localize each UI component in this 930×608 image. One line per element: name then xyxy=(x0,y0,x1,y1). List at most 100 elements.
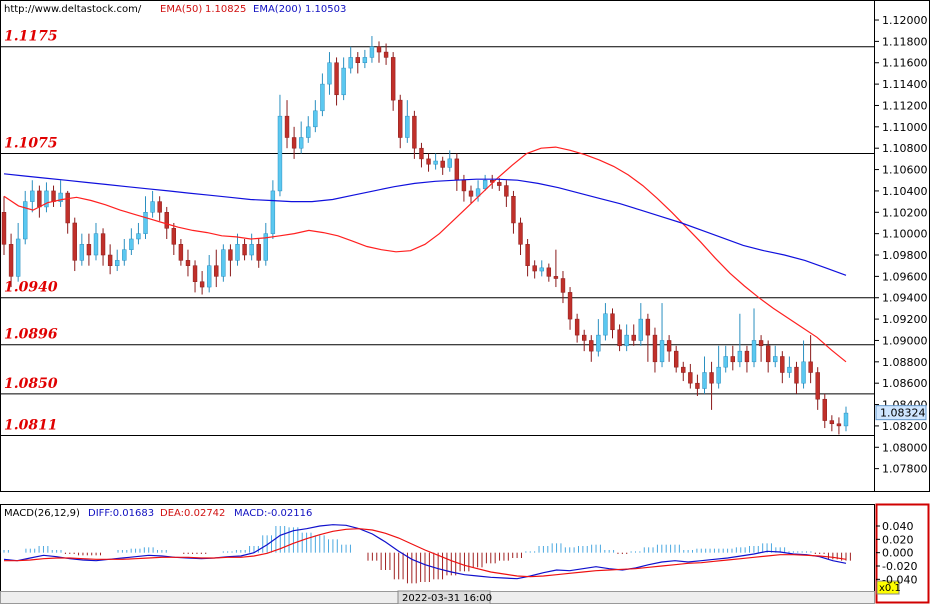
candle-body xyxy=(723,356,728,368)
price-tick-label: 1.08800 xyxy=(882,356,928,369)
price-tick-label: 1.08000 xyxy=(882,441,928,454)
macd-diff-line xyxy=(3,524,847,580)
candle-body xyxy=(405,115,410,138)
candle-body xyxy=(433,160,438,165)
candle-body xyxy=(100,233,106,256)
candle-body xyxy=(546,267,552,277)
candle-body xyxy=(412,115,417,149)
candle-body xyxy=(341,67,346,96)
level-label: 1.0896 xyxy=(4,327,58,343)
candle-body xyxy=(65,192,70,224)
candle-body xyxy=(822,398,827,421)
candle-body xyxy=(383,51,389,58)
candle-body xyxy=(574,318,580,336)
candle-body xyxy=(228,249,233,261)
zoom-box[interactable] xyxy=(876,580,900,595)
candle-body xyxy=(836,423,842,427)
candle-body xyxy=(716,366,721,384)
price-tick-label: 1.09400 xyxy=(882,292,928,305)
candle-body xyxy=(567,292,573,320)
candle-body xyxy=(829,420,835,425)
candle-body xyxy=(447,158,452,168)
candle-body xyxy=(23,201,28,240)
macd-tick-label: 0.040 xyxy=(882,520,914,533)
timestamp-label: 2022-03-31 16:00 xyxy=(402,593,492,604)
candle-body xyxy=(511,196,516,224)
candle-body xyxy=(58,192,63,202)
candle-body xyxy=(843,412,849,427)
candle-body xyxy=(136,233,141,240)
candle-body xyxy=(773,356,778,363)
candle-body xyxy=(454,158,460,181)
level-label: 1.1175 xyxy=(4,29,58,45)
macd-panel xyxy=(0,504,875,592)
candle-body xyxy=(129,238,134,250)
candle-body xyxy=(44,190,49,208)
price-tick-label: 1.08200 xyxy=(882,420,928,433)
candle-body xyxy=(582,334,587,341)
candle-body xyxy=(603,313,608,336)
candle-body xyxy=(150,201,155,213)
candle-body xyxy=(37,190,42,208)
ema50-label: EMA(50) xyxy=(160,4,202,15)
candle-body xyxy=(652,334,658,363)
price-tick-label: 1.09800 xyxy=(882,249,928,262)
price-tick-label: 1.10800 xyxy=(882,142,928,155)
candle-body xyxy=(681,366,686,373)
candle-body xyxy=(765,345,771,363)
candle-body xyxy=(214,265,219,277)
candle-body xyxy=(518,222,523,245)
ema200-label: EMA(200) xyxy=(253,4,302,15)
candle-body xyxy=(702,372,707,389)
level-label: 1.0940 xyxy=(4,280,58,296)
candle-body xyxy=(497,182,502,186)
candle-body xyxy=(15,238,21,277)
candle-body xyxy=(709,372,714,384)
price-tick-label: 1.10000 xyxy=(882,228,928,241)
candle-body xyxy=(369,46,375,58)
candle-body xyxy=(206,265,212,288)
ema50-line xyxy=(3,146,847,363)
candle-body xyxy=(199,281,205,288)
candle-body xyxy=(178,244,184,261)
candle-body xyxy=(695,382,700,389)
candle-body xyxy=(242,244,247,256)
candle-body xyxy=(780,356,785,373)
ema50-value: 1.10825 xyxy=(205,4,246,15)
macd-tick-label: -0.040 xyxy=(882,573,917,586)
price-tick-label: 1.10200 xyxy=(882,206,928,219)
candle-body xyxy=(560,278,566,293)
candle-body xyxy=(440,160,445,168)
candle-body xyxy=(737,350,743,363)
candle-body xyxy=(30,190,35,202)
candle-body xyxy=(192,265,198,282)
candle-body xyxy=(1,212,7,245)
zoom-label[interactable]: x0.1 xyxy=(879,583,901,594)
candle-body xyxy=(313,110,318,128)
site-url[interactable]: http://www.deltastock.com/ xyxy=(4,4,142,15)
candle-body xyxy=(93,233,99,256)
candle-body xyxy=(306,126,311,138)
candle-body xyxy=(72,222,77,261)
macd-dea-line xyxy=(4,528,847,578)
candle-body xyxy=(617,329,622,347)
candle-body xyxy=(631,334,636,341)
candle-body xyxy=(79,244,85,261)
candle-body xyxy=(284,115,290,138)
candle-body xyxy=(122,249,127,261)
candle-body xyxy=(624,334,629,347)
candle-body xyxy=(539,267,544,272)
candle-body xyxy=(532,265,537,272)
candle-body xyxy=(589,340,594,352)
candle-body xyxy=(171,228,177,245)
candle-body xyxy=(157,201,162,213)
candle-body xyxy=(468,190,474,197)
macd-value: MACD:-0.02116 xyxy=(234,508,312,519)
candle-body xyxy=(143,212,148,234)
candle-body xyxy=(482,179,488,190)
candle-body xyxy=(8,244,14,277)
candle-body xyxy=(666,340,672,352)
price-tick-label: 1.09200 xyxy=(882,313,928,326)
price-tick-label: 1.11200 xyxy=(882,99,928,112)
